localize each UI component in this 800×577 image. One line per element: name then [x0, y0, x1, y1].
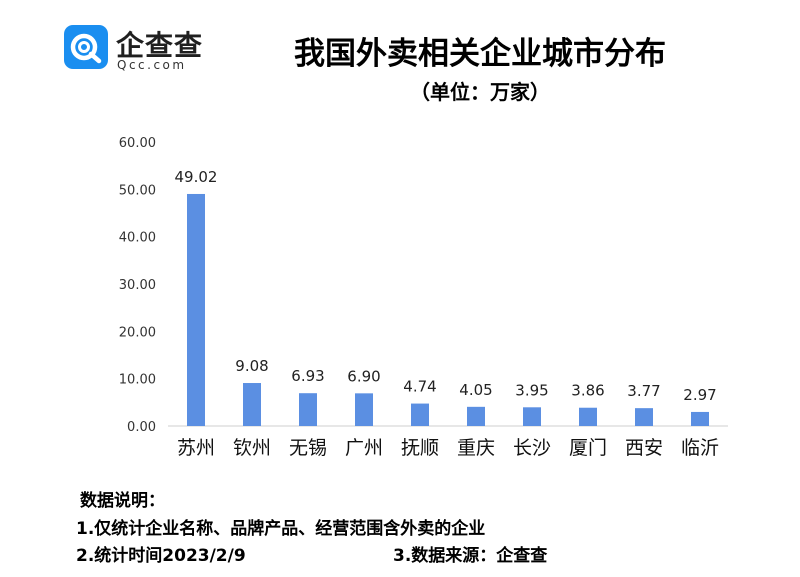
- x-tick-label: 临沂: [681, 437, 719, 459]
- notes-line-3: 3.数据来源：企查查: [393, 546, 548, 566]
- data-label: 3.86: [571, 382, 604, 400]
- data-label: 6.90: [347, 367, 380, 385]
- bar: [523, 407, 541, 426]
- y-tick-label: 40.00: [119, 231, 156, 246]
- data-label: 9.08: [235, 357, 268, 375]
- logo-name: 企查查: [116, 29, 204, 62]
- qcc-logo-icon: [64, 25, 108, 69]
- chart-title: 我国外卖相关企业城市分布: [294, 36, 666, 72]
- logo-domain: Qcc.com: [117, 58, 187, 72]
- x-tick-label: 广州: [345, 437, 383, 459]
- notes-line-2: 2.统计时间2023/2/9: [76, 546, 246, 566]
- data-label: 6.93: [291, 367, 324, 385]
- bar: [299, 393, 317, 426]
- x-tick-label: 厦门: [569, 437, 607, 459]
- x-tick-label: 抚顺: [401, 437, 439, 459]
- x-tick-label: 无锡: [289, 437, 327, 459]
- y-tick-label: 0.00: [127, 420, 156, 435]
- y-tick-label: 20.00: [119, 325, 156, 340]
- data-label: 49.02: [175, 168, 218, 186]
- bar: [579, 407, 597, 426]
- x-tick-label: 钦州: [233, 437, 271, 459]
- data-label: 3.95: [515, 381, 548, 399]
- bar: [243, 383, 261, 426]
- x-tick-label: 长沙: [513, 437, 551, 459]
- unit-note: （单位：万家）: [410, 80, 550, 104]
- data-label: 4.05: [459, 381, 492, 399]
- bar: [635, 408, 653, 426]
- notes-heading: 数据说明：: [80, 491, 165, 511]
- x-tick-label: 重庆: [457, 437, 495, 459]
- bar: [691, 411, 709, 426]
- data-label: 4.74: [403, 378, 436, 396]
- x-tick-label: 西安: [625, 437, 663, 459]
- bar: [355, 393, 373, 426]
- y-tick-label: 30.00: [119, 278, 156, 293]
- bar: [187, 193, 205, 426]
- x-tick-label: 苏州: [177, 437, 215, 459]
- y-tick-label: 10.00: [119, 373, 156, 388]
- y-tick-label: 50.00: [119, 183, 156, 198]
- logo: 企查查 Qcc.com: [64, 25, 264, 72]
- bar: [411, 403, 429, 426]
- bar: [467, 406, 485, 426]
- data-label: 3.77: [627, 382, 660, 400]
- y-tick-label: 60.00: [119, 136, 156, 151]
- data-label: 2.97: [683, 386, 716, 404]
- notes-line-1: 1.仅统计企业名称、品牌产品、经营范围含外卖的企业: [76, 519, 486, 539]
